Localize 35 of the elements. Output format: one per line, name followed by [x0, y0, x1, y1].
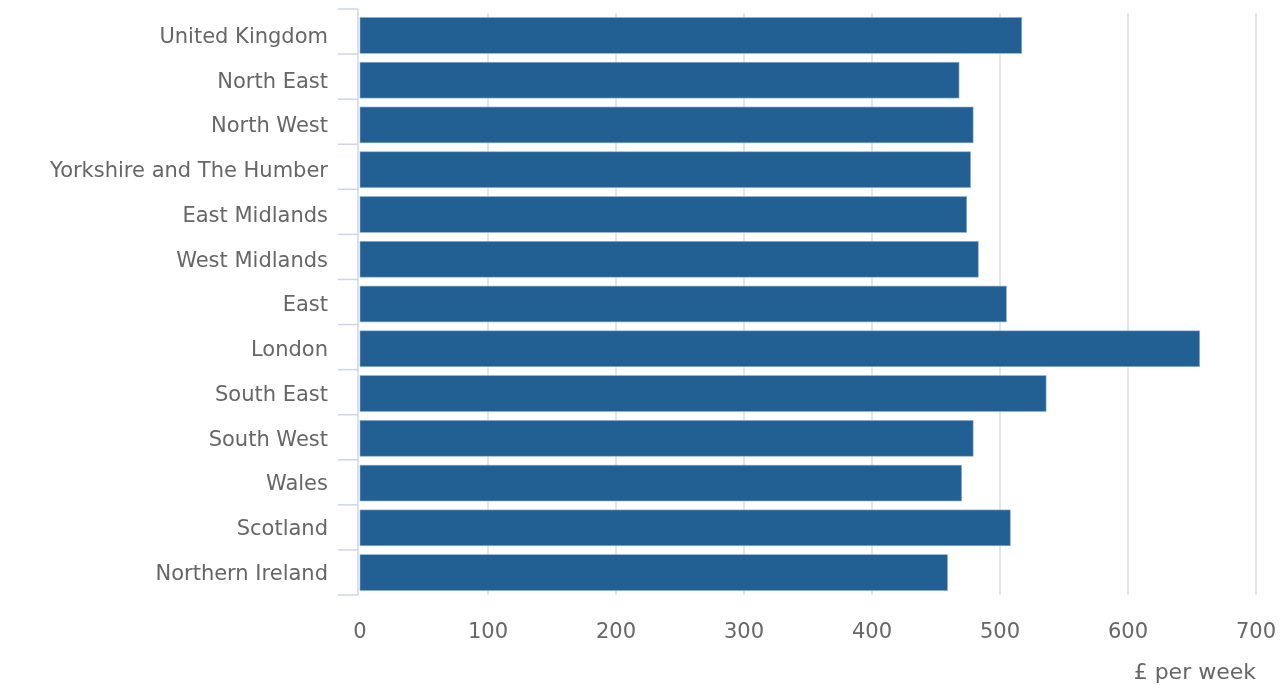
y-tick-label: London [251, 337, 328, 362]
y-tick-label: United Kingdom [159, 23, 328, 48]
bar [359, 554, 948, 591]
y-tick-label: South West [208, 426, 328, 451]
x-tick-label: 700 [1235, 619, 1277, 643]
y-tick-label: East Midlands [182, 202, 328, 227]
bar [359, 375, 1047, 412]
x-tick-label: 0 [353, 619, 367, 643]
bar [359, 241, 979, 278]
y-tick-label: Scotland [236, 516, 328, 541]
y-tick-label: Wales [266, 471, 328, 496]
x-tick-label: 500 [979, 619, 1021, 643]
bar [359, 285, 1007, 323]
y-tick-label: South East [214, 381, 328, 406]
x-axis-title: £ per week [1133, 659, 1257, 684]
y-tick-label: Northern Ireland [155, 560, 328, 585]
bar [359, 330, 1200, 367]
bar [359, 196, 968, 233]
y-tick-label: North West [210, 113, 328, 138]
x-tick-label: 400 [851, 619, 893, 643]
bar [359, 509, 1011, 547]
bar [359, 61, 960, 99]
y-tick-label: Yorkshire and The Humber [49, 158, 329, 183]
bar [359, 17, 1023, 54]
x-tick-label: 100 [467, 619, 509, 643]
x-tick-label: 300 [723, 619, 765, 643]
y-tick-label: East [282, 292, 328, 317]
y-tick-label: West Midlands [176, 247, 328, 272]
x-tick-label: 600 [1107, 619, 1149, 643]
x-tick-label: 200 [595, 619, 637, 643]
bar [359, 106, 974, 144]
bar [359, 464, 962, 502]
bar [359, 151, 971, 188]
bar [359, 420, 974, 457]
y-tick-label: North East [217, 68, 328, 93]
